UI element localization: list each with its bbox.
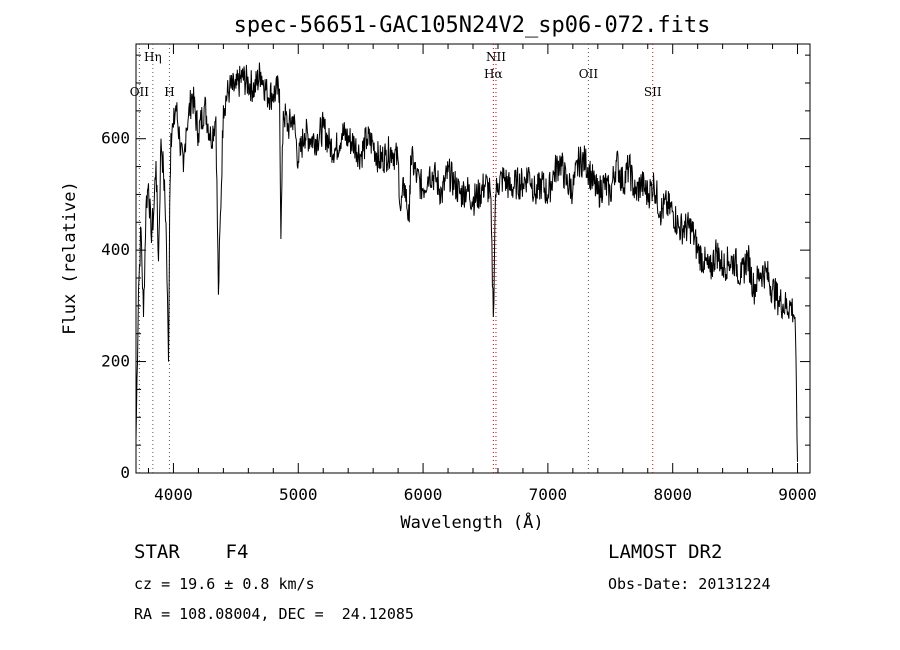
series-group xyxy=(135,62,798,462)
survey-label: LAMOST DR2 xyxy=(608,541,723,563)
line-marker-label: OII xyxy=(579,67,599,81)
spectrum-line xyxy=(135,62,798,462)
line-marker-label: Hα xyxy=(484,67,503,81)
x-tick-label: 4000 xyxy=(154,485,193,504)
chart-title: spec-56651-GAC105N24V2_sp06-072.fits xyxy=(234,13,711,38)
y-tick-label: 0 xyxy=(120,463,130,482)
x-axis-label: Wavelength (Å) xyxy=(400,511,543,533)
x-tick-label: 9000 xyxy=(778,485,817,504)
obs-date-label: Obs-Date: 20131224 xyxy=(608,575,771,593)
x-tick-label: 8000 xyxy=(653,485,692,504)
x-tick-label: 7000 xyxy=(529,485,568,504)
x-tick-label: 5000 xyxy=(279,485,318,504)
y-tick-label: 200 xyxy=(101,352,130,371)
y-tick-label: 600 xyxy=(101,129,130,148)
line-marker-label: H xyxy=(164,85,174,99)
line-markers: OII Hη H NII Hα OII SII xyxy=(130,44,662,473)
y-tick-label: 400 xyxy=(101,240,130,259)
object-type-label: STAR F4 xyxy=(134,541,248,563)
line-marker-label: NII xyxy=(486,50,506,64)
x-tick-label: 6000 xyxy=(404,485,443,504)
cz-label: cz = 19.6 ± 0.8 km/s xyxy=(134,575,315,593)
line-marker-label: Hη xyxy=(144,50,162,64)
line-marker-label: OII xyxy=(130,85,150,99)
line-marker-label: SII xyxy=(644,85,662,99)
object-type: STAR xyxy=(134,541,180,563)
axis-ticks: 4000 5000 6000 7000 8000 9000 0 200 400 600 xyxy=(101,44,817,504)
subclass: F4 xyxy=(225,541,249,563)
radec-label: RA = 108.08004, DEC = 24.12085 xyxy=(134,605,414,623)
y-axis-label: Flux (relative) xyxy=(60,181,80,335)
